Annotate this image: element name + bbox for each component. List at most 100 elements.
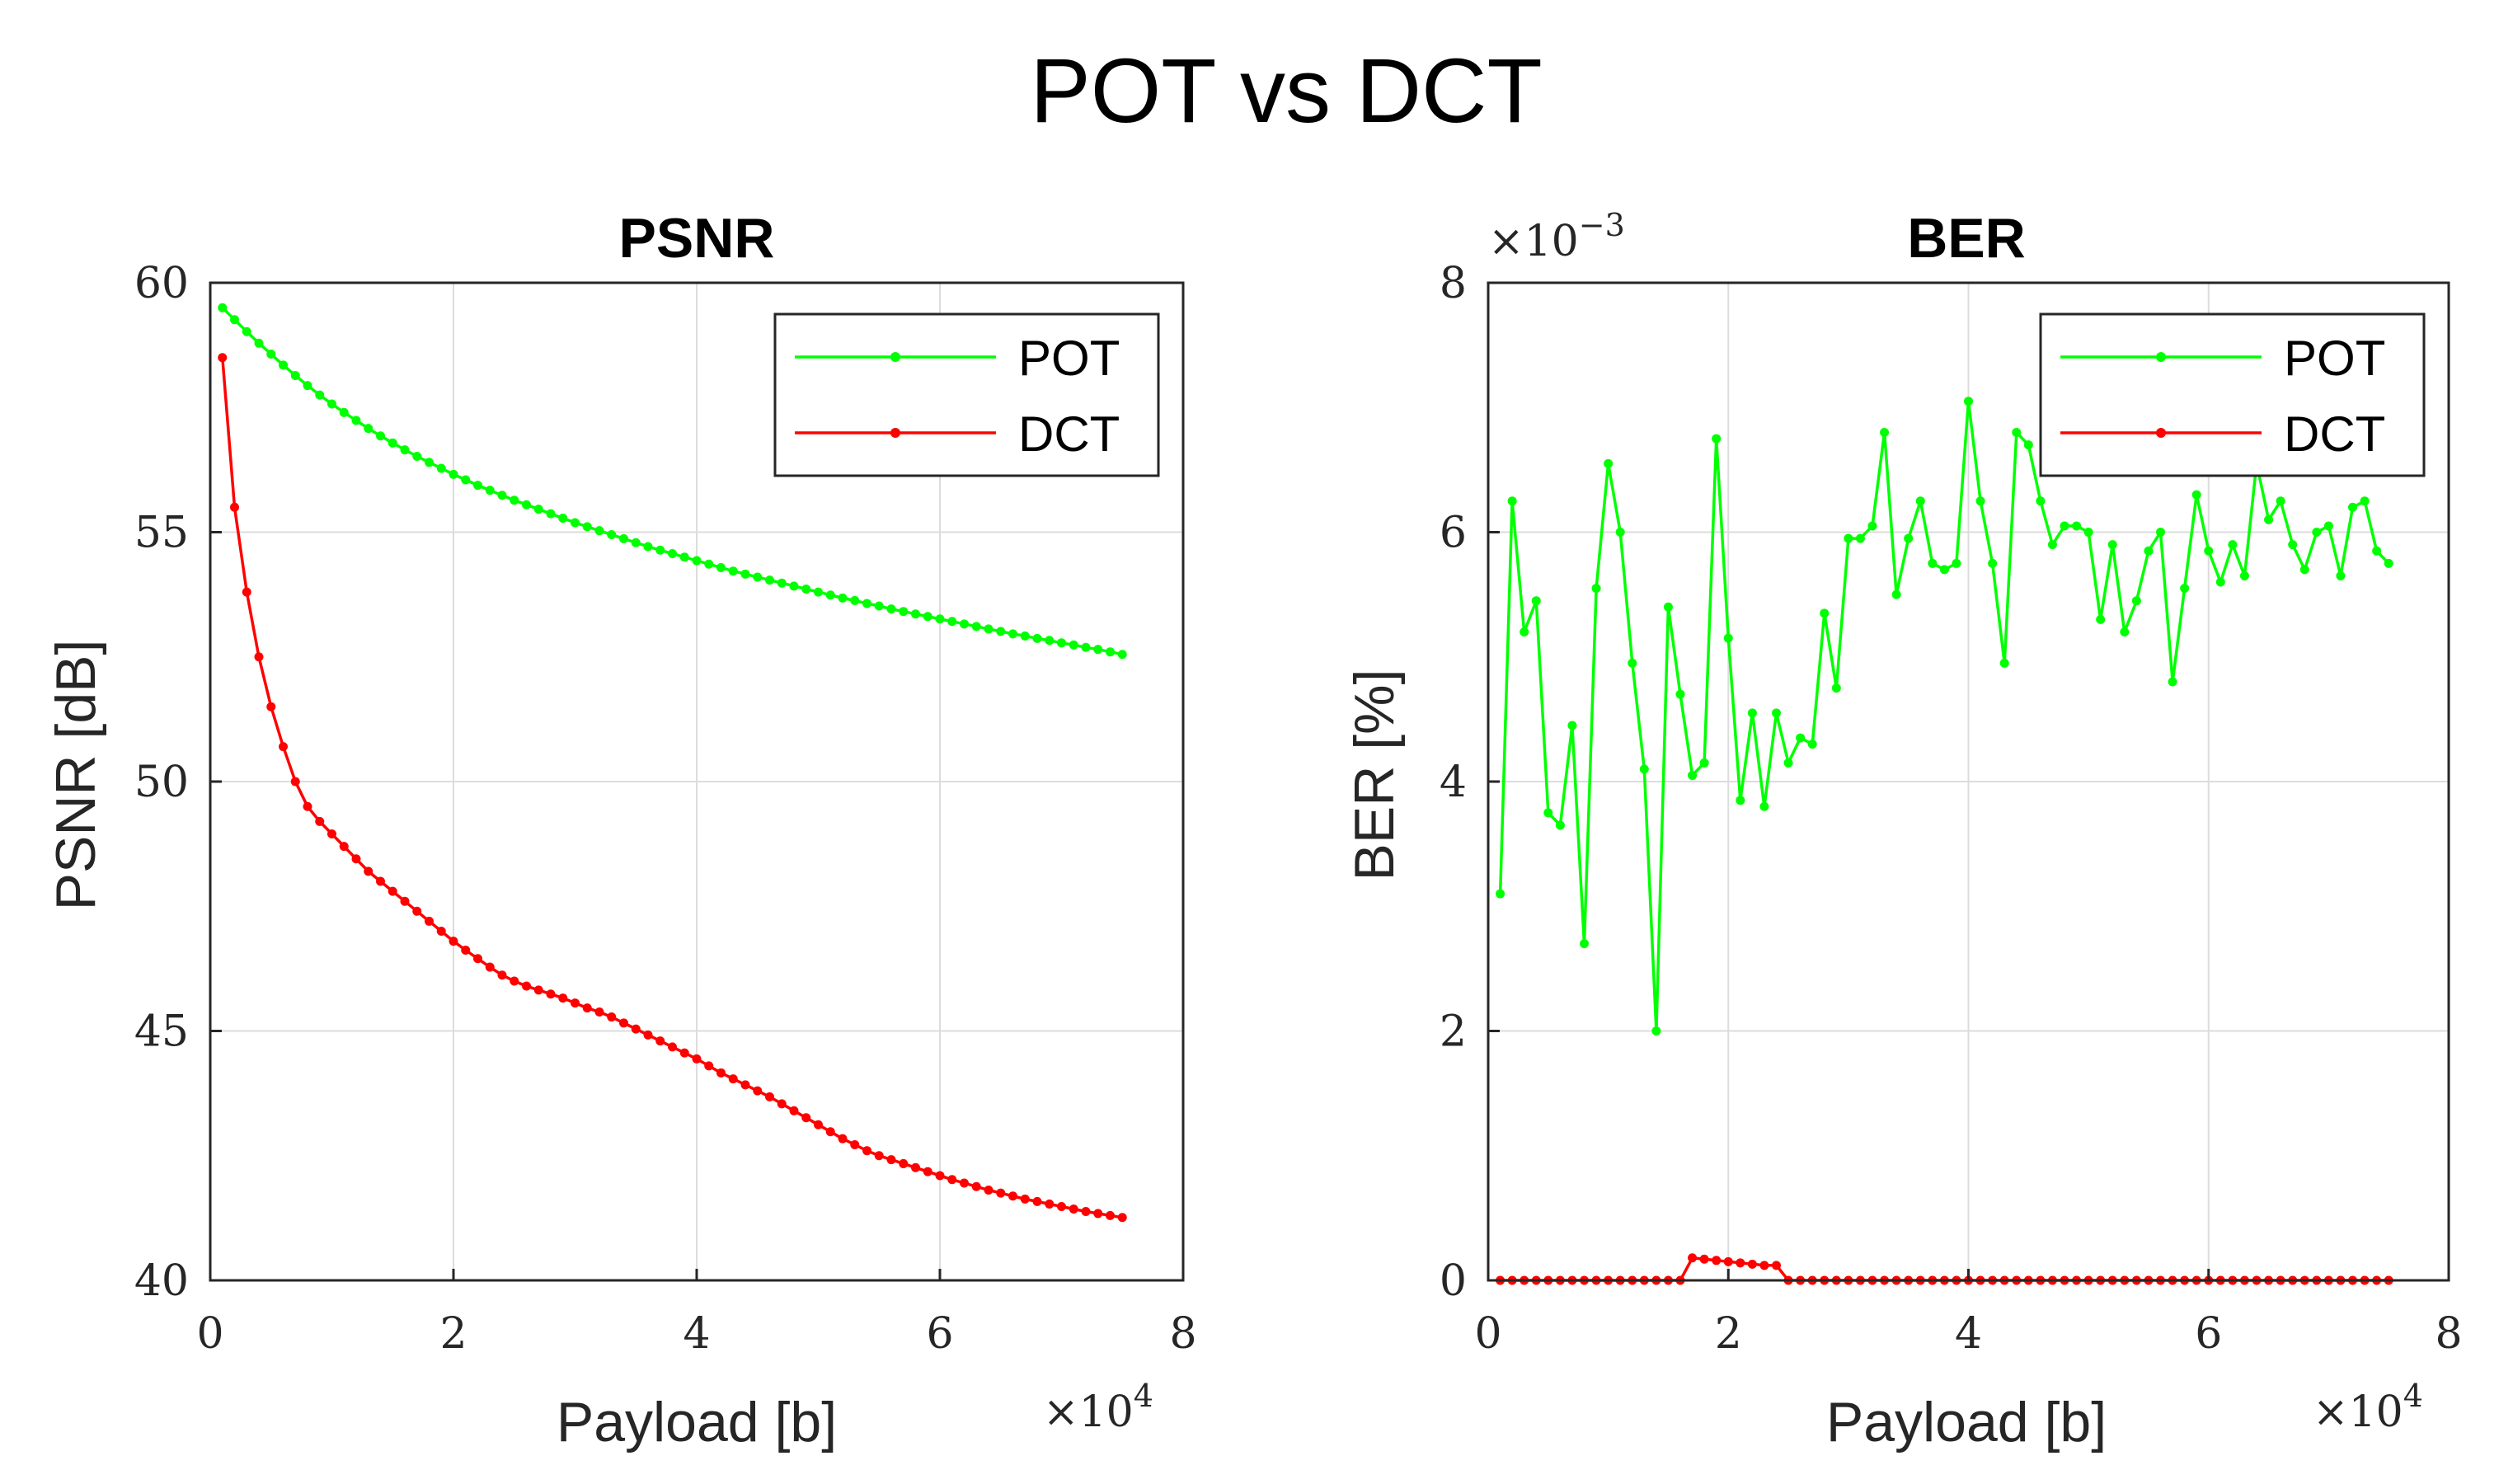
psnr-pot-point	[753, 572, 763, 582]
psnr-x-tick-label: 6	[926, 1309, 953, 1359]
ber-pot-point	[1688, 770, 1698, 780]
psnr-pot-point	[923, 612, 932, 622]
psnr-pot-point	[631, 538, 641, 547]
psnr-dct-point	[960, 1178, 969, 1188]
psnr-pot-point	[436, 463, 446, 473]
psnr-dct-point	[631, 1024, 641, 1034]
psnr-pot-point	[1117, 650, 1127, 660]
psnr-dct-point	[814, 1120, 823, 1129]
psnr-pot-point	[425, 458, 434, 467]
psnr-pot-point	[825, 590, 835, 600]
psnr-dct-point	[266, 702, 276, 711]
psnr-pot-point	[899, 607, 909, 617]
ber-pot-point	[1880, 428, 1890, 437]
psnr-dct-point	[449, 937, 458, 946]
ber-pot-point	[2276, 496, 2285, 506]
psnr-pot-point	[619, 533, 628, 543]
psnr-dct-point	[242, 587, 251, 597]
psnr-x-tick-label: 8	[1169, 1309, 1196, 1359]
psnr-pot-point	[339, 407, 349, 417]
ber-pot-point	[1939, 565, 1949, 575]
ber-y-ticks: 0 2 4 6 8	[1440, 259, 1500, 1306]
psnr-pot-point	[704, 559, 714, 569]
psnr-pot-point	[230, 315, 239, 325]
ber-pot-point	[2348, 502, 2357, 512]
ber-pot-point	[1591, 584, 1601, 594]
psnr-pot-point	[1020, 631, 1030, 641]
ber-pot-point	[1712, 434, 1722, 444]
ber-pot-point	[1615, 528, 1625, 537]
ber-legend-marker	[2156, 352, 2166, 362]
psnr-pot-point	[388, 438, 397, 448]
ber-pot-point	[1628, 658, 1637, 668]
psnr-pot-point	[984, 624, 993, 634]
psnr-pot-point	[740, 569, 750, 579]
psnr-pot-point	[594, 526, 604, 536]
psnr-pot-point	[886, 604, 896, 614]
psnr-dct-point	[789, 1106, 799, 1115]
psnr-panel: PSNR 0 2 4 6 8 40 45 50 55 60 Payload [b] PSNR […	[45, 207, 1197, 1453]
psnr-pot-point	[996, 627, 1006, 636]
psnr-pot-point	[510, 495, 519, 505]
psnr-pot-point	[935, 614, 945, 624]
ber-x-ticks: 0 2 4 6 8	[1474, 1269, 2463, 1359]
ber-pot-point	[2107, 540, 2117, 550]
psnr-dct-point	[753, 1086, 763, 1096]
ber-dct-point	[1723, 1256, 1733, 1266]
psnr-dct-point	[1057, 1201, 1066, 1211]
psnr-pot-point	[679, 552, 689, 562]
psnr-dct-point	[218, 353, 228, 363]
psnr-xlabel: Payload [b]	[557, 1391, 837, 1453]
ber-pot-point	[2180, 584, 2190, 594]
psnr-dct-point	[679, 1048, 689, 1058]
ber-pot-point	[1675, 689, 1685, 699]
psnr-pot-point	[801, 584, 811, 594]
psnr-dct-point	[935, 1171, 945, 1181]
psnr-pot-point	[1093, 645, 1103, 655]
ber-pot-point	[2072, 521, 2082, 531]
ber-pot-point	[1531, 596, 1541, 606]
ber-pot-point	[1555, 820, 1565, 830]
ber-pot-point	[1928, 558, 1938, 568]
psnr-dct-point	[558, 993, 568, 1003]
ber-pot-point	[2191, 490, 2201, 500]
ber-legend-entry-pot: POT	[2060, 331, 2385, 386]
psnr-dct-point	[862, 1146, 871, 1156]
ber-pot-point	[1988, 558, 1998, 568]
ber-legend-marker	[2156, 428, 2166, 438]
psnr-pot-point	[449, 469, 458, 479]
psnr-x-tick-label: 0	[196, 1309, 223, 1359]
ber-y-multiplier: ×10−3	[1488, 207, 1625, 266]
psnr-pot-point	[862, 599, 871, 608]
psnr-dct-point	[412, 906, 422, 916]
psnr-legend-label: DCT	[1018, 406, 1120, 462]
psnr-dct-point	[1106, 1210, 1115, 1220]
psnr-pot-point	[1057, 638, 1066, 648]
psnr-y-tick-label: 55	[134, 509, 189, 558]
ber-pot-point	[2215, 577, 2225, 587]
psnr-dct-point	[899, 1158, 909, 1168]
psnr-dct-point	[947, 1175, 957, 1185]
psnr-dct-point	[874, 1151, 884, 1161]
ber-x-tick-label: 8	[2435, 1309, 2462, 1359]
ber-legend: POT DCT	[2039, 312, 2426, 477]
psnr-pot-point	[533, 505, 543, 514]
psnr-dct-point	[971, 1181, 981, 1191]
psnr-pot-point	[351, 416, 361, 425]
ber-pot-point	[2083, 528, 2093, 537]
psnr-dct-point	[984, 1185, 993, 1195]
ber-panel: BER 0 2 4 6 8 0 2 4 6 8 Payload [b] BER [%] ×104…	[1343, 207, 2463, 1453]
ber-pot-point	[2144, 546, 2154, 556]
ber-pot-point	[1999, 658, 2009, 668]
psnr-dct-point	[497, 970, 507, 980]
psnr-dct-point	[1093, 1209, 1103, 1219]
ber-legend-label: DCT	[2284, 406, 2385, 462]
psnr-pot-point	[218, 303, 228, 312]
psnr-pot-point	[582, 522, 592, 532]
psnr-dct-point	[327, 829, 336, 839]
psnr-dct-point	[1008, 1191, 1017, 1201]
ber-pot-point	[2360, 496, 2370, 506]
psnr-dct-point	[668, 1042, 677, 1052]
psnr-pot-point	[558, 514, 568, 524]
ber-dct-point	[1736, 1258, 1745, 1268]
